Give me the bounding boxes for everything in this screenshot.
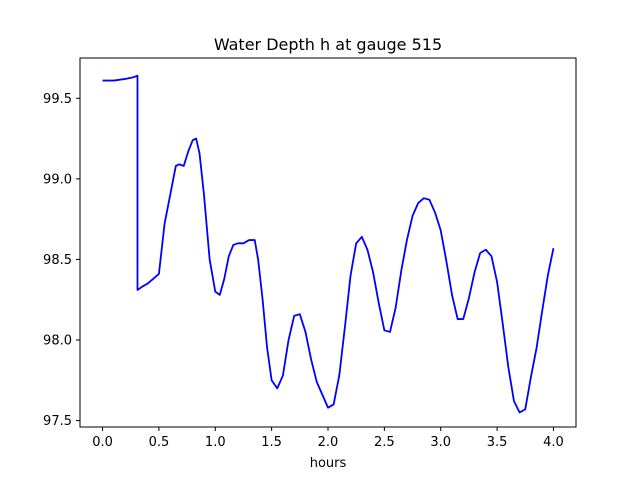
- x-tick-label: 0.5: [149, 435, 170, 450]
- x-tick-label: 3.5: [487, 435, 508, 450]
- x-tick-label: 1.0: [205, 435, 226, 450]
- x-axis-label: hours: [310, 456, 347, 471]
- series-line-0: [102, 74, 555, 414]
- x-tick-label: 0.0: [92, 435, 113, 450]
- x-tick-label: 2.5: [374, 435, 395, 450]
- y-tick-label: 98.5: [43, 253, 72, 268]
- x-tick-label: 1.5: [261, 435, 282, 450]
- y-tick-label: 98.0: [43, 333, 72, 348]
- y-tick-label: 97.5: [43, 414, 72, 429]
- axes: 0.0 0.5 1.0 1.5 2.0 2.5 3.0 3.5 4.0 97.5 98.0 98.5 9…: [43, 57, 577, 450]
- x-tick-label: 3.0: [430, 435, 451, 450]
- x-tick-label: 2.0: [318, 435, 339, 450]
- y-tick-label: 99.0: [43, 172, 72, 187]
- plot-area: [102, 74, 555, 414]
- chart-title: Water Depth h at gauge 515: [214, 35, 442, 54]
- x-tick-label: 4.0: [543, 435, 564, 450]
- y-tick-label: 99.5: [43, 92, 72, 107]
